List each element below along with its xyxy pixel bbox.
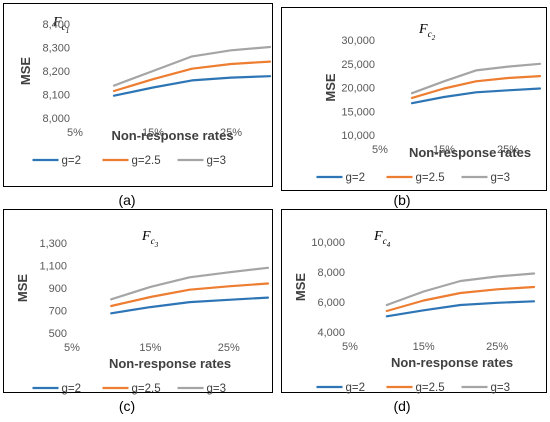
chart-4-x-tick-2: 15% (413, 341, 435, 353)
chart-3-legend-label-g=2: g=2 (62, 383, 82, 395)
chart-3-series-line-g=3 (110, 266, 270, 301)
chart-1-x-axis-title: Non-response rates (111, 128, 233, 143)
chart-2-y-tick-3: 20,000 (341, 83, 375, 95)
chart-1-y-tick-4: 8,300 (42, 43, 70, 55)
chart-3-y-tick-5: 1,300 (39, 238, 67, 250)
chart-3-y-tick-3: 900 (49, 283, 67, 295)
chart-1-series-line-g=2.5 (112, 60, 272, 93)
chart-2-legend-label-g=2.5: g=2.5 (416, 172, 445, 184)
chart-2-y-tick-4: 25,000 (341, 59, 375, 71)
chart-1-series-line-g=3 (112, 45, 272, 87)
panel-caption-4: (d) (393, 398, 410, 414)
chart-1-x-tick-1: 5% (67, 127, 83, 139)
chart-4-y-tick-3: 8,000 (317, 267, 345, 279)
chart-3-y-tick-2: 700 (49, 306, 67, 318)
chart-3-y-tick-1: 500 (49, 328, 67, 340)
chart-4-y-tick-1: 4,000 (317, 327, 345, 339)
chart-1-legend-label-g=2.5: g=2.5 (132, 155, 161, 167)
chart-4-x-axis-title: Non-response rates (391, 355, 513, 370)
chart-1-series-line-g=2 (112, 75, 272, 97)
chart-3-title: Fc3 (141, 229, 159, 249)
chart-1-title: Fc1 (52, 15, 69, 35)
chart-2-frame (281, 7, 547, 191)
chart-3-series-line-g=2.5 (110, 282, 270, 308)
chart-1-legend-label-g=2: g=2 (62, 155, 82, 167)
chart-4-y-tick-2: 6,000 (317, 297, 345, 309)
chart-1-y-axis-title: MSE (18, 57, 33, 86)
chart-2-x-tick-1: 5% (372, 144, 388, 156)
chart-3-y-tick-4: 1,100 (39, 261, 67, 273)
chart-2-y-axis-title: MSE (323, 73, 338, 102)
chart-3-x-tick-2: 15% (139, 342, 161, 354)
chart-1-x-tick-3: 25% (220, 127, 242, 139)
chart-4-y-axis-title: MSE (293, 273, 308, 302)
panel-caption-3: (c) (119, 398, 135, 414)
panel-caption-2: (b) (393, 192, 410, 208)
chart-2-y-tick-2: 15,000 (341, 106, 375, 118)
chart-3-x-tick-3: 25% (218, 342, 240, 354)
chart-1-frame (3, 3, 273, 187)
chart-2-x-tick-3: 25% (497, 144, 519, 156)
chart-2-x-tick-2: 15% (433, 144, 455, 156)
chart-4-series-line-g=3 (385, 272, 536, 307)
chart-2-series-line-g=2.5 (410, 74, 542, 100)
chart-1-y-tick-3: 8,200 (42, 66, 70, 78)
chart-4-frame (281, 209, 547, 393)
chart-1-y-tick-2: 8,100 (42, 90, 70, 102)
chart-3-y-axis-title: MSE (15, 274, 30, 303)
chart-3-frame (3, 209, 273, 393)
chart-1-legend-label-g=3: g=3 (207, 155, 227, 167)
chart-2-y-tick-1: 10,000 (341, 130, 375, 142)
chart-4-legend-label-g=3: g=3 (491, 382, 511, 394)
chart-2-title: Fc2 (418, 22, 436, 42)
chart-2-series-line-g=3 (410, 62, 542, 95)
chart-3-legend-label-g=3: g=3 (207, 383, 227, 395)
chart-2-x-axis-title: Non-response rates (409, 145, 531, 160)
chart-1-x-tick-2: 15% (142, 127, 164, 139)
chart-4-series-line-g=2 (385, 300, 536, 318)
chart-4-legend-label-g=2.5: g=2.5 (416, 382, 445, 394)
chart-4-x-tick-1: 5% (342, 341, 358, 353)
chart-3-series-line-g=2 (110, 296, 270, 315)
chart-2-series-line-g=2 (410, 87, 542, 105)
chart-4-y-tick-4: 10,000 (311, 237, 345, 249)
chart-4-legend-label-g=2: g=2 (346, 382, 366, 394)
chart-3-legend-label-g=2.5: g=2.5 (132, 383, 161, 395)
chart-4-x-tick-3: 25% (486, 341, 508, 353)
chart-3-x-tick-1: 5% (64, 342, 80, 354)
chart-2-legend-label-g=2: g=2 (346, 172, 366, 184)
chart-3-x-axis-title: Non-response rates (109, 356, 231, 371)
panel-caption-1: (a) (118, 192, 135, 208)
chart-1-y-tick-5: 8,400 (42, 19, 70, 31)
chart-2-legend-label-g=3: g=3 (491, 172, 511, 184)
chart-1-y-tick-1: 8,000 (42, 113, 70, 125)
chart-4-series-line-g=2.5 (385, 285, 536, 313)
chart-2-y-tick-5: 30,000 (341, 35, 375, 47)
chart-4-title: Fc4 (373, 229, 391, 249)
